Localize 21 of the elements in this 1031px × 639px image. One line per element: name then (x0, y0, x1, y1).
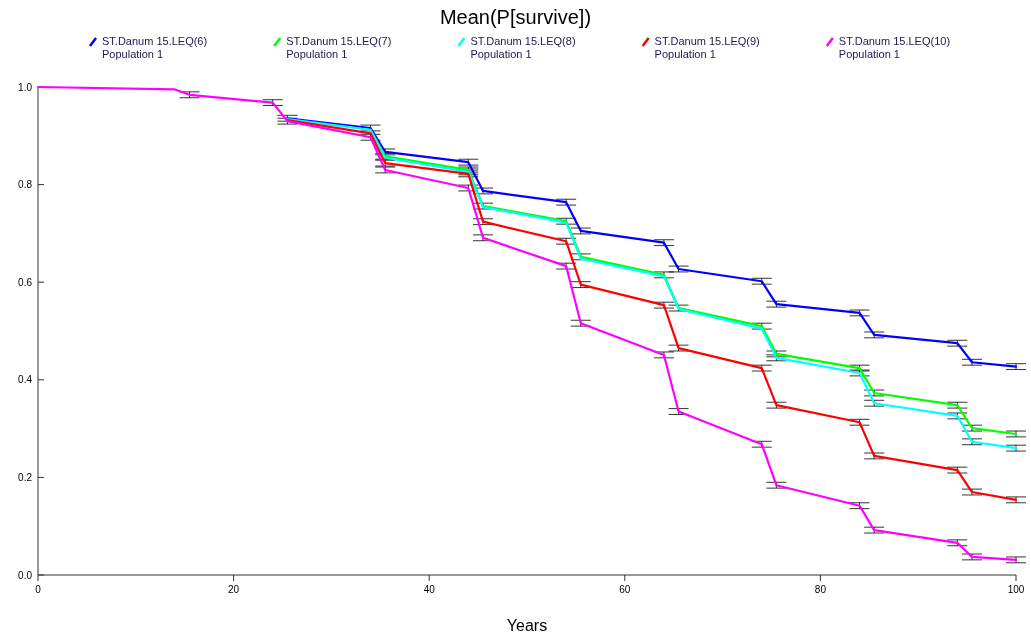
y-tick-label: 0.0 (18, 569, 33, 581)
x-tick-label: 100 (1007, 584, 1025, 595)
line-series (286, 117, 1018, 368)
y-tick-label: 0.4 (18, 374, 33, 386)
y-tick-label: 0.8 (18, 179, 33, 191)
legend-label: ST.Danum 15.LEQ(6) Population 1 (102, 35, 208, 60)
x-tick-label: 20 (228, 584, 240, 595)
x-tick-label: 40 (423, 584, 436, 595)
legend-label: ST.Danum 15.LEQ(9) Population 1 (654, 35, 760, 60)
y-tick-label: 1.0 (18, 81, 33, 93)
chart-title: Mean(P[survive]) (439, 6, 592, 28)
x-axis-title: Years (506, 617, 548, 634)
x-tick-label: 0 (35, 584, 42, 595)
y-tick-label: 0.6 (18, 276, 33, 288)
x-tick-label: 80 (814, 584, 827, 595)
line-series (36, 85, 1018, 561)
legend-label: ST.Danum 15.LEQ(7) Population 1 (286, 35, 392, 60)
x-tick-label: 60 (619, 584, 631, 595)
legend-label: ST.Danum 15.LEQ(8) Population 1 (470, 35, 576, 60)
y-tick-label: 0.2 (18, 471, 33, 483)
legend-label: ST.Danum 15.LEQ(10) Population 1 (838, 35, 951, 60)
